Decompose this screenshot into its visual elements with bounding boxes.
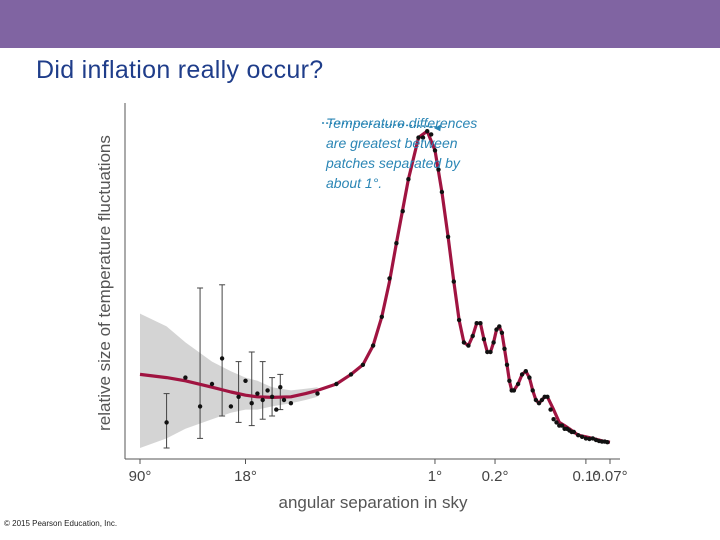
data-point: [236, 394, 241, 399]
data-point: [278, 385, 283, 390]
data-point: [488, 349, 493, 355]
error-bar: [197, 287, 204, 439]
data-point: [416, 135, 421, 140]
x-tick-label: 1°: [428, 468, 442, 485]
data-point: [554, 420, 559, 425]
data-point: [605, 440, 610, 445]
data-point: [504, 362, 510, 367]
data-point: [485, 349, 490, 355]
data-point: [530, 388, 535, 393]
annotation-line: about 1°.: [326, 175, 382, 191]
data-point: [197, 404, 203, 409]
data-point: [269, 394, 275, 399]
data-point: [436, 167, 441, 172]
data-point: [481, 337, 487, 342]
data-point: [470, 333, 475, 339]
data-point: [183, 375, 188, 380]
data-point: [511, 388, 517, 393]
data-point: [429, 132, 434, 137]
annotation-arrowhead: [434, 124, 442, 132]
data-point: [288, 401, 294, 406]
data-point: [281, 397, 287, 403]
data-point: [548, 407, 553, 412]
annotation-line: are greatest between: [326, 135, 458, 151]
data-point: [265, 388, 270, 393]
data-point: [249, 401, 254, 406]
data-point: [439, 189, 445, 195]
data-point: [432, 148, 438, 153]
data-point: [420, 135, 426, 140]
data-point: [545, 394, 550, 399]
data-point: [348, 372, 354, 377]
x-tick-label: 18°: [234, 468, 257, 485]
data-point: [576, 433, 581, 438]
data-point: [274, 407, 279, 412]
data-point: [474, 321, 479, 326]
data-point: [515, 381, 521, 387]
data-point: [502, 346, 507, 351]
data-point: [360, 362, 366, 367]
data-point: [451, 279, 456, 284]
data-point: [587, 436, 592, 442]
title-accent-bar: [0, 0, 720, 48]
x-tick-label: 0.1°: [572, 468, 599, 485]
error-bar: [248, 351, 255, 427]
data-point: [334, 381, 339, 387]
data-point: [494, 327, 499, 332]
cosmic-variance-band: [140, 313, 318, 448]
model-curve-line: [139, 129, 611, 444]
data-point: [519, 372, 525, 377]
data-point: [523, 369, 528, 374]
data-point: [527, 375, 532, 380]
data-point: [400, 209, 405, 214]
data-point: [164, 420, 169, 425]
data-point: [379, 314, 384, 319]
data-point: [425, 129, 430, 134]
error-bar: [219, 284, 226, 417]
data-point: [456, 317, 462, 323]
data-point: [497, 324, 502, 329]
data-point: [559, 423, 565, 428]
data-point: [370, 343, 376, 348]
data-point: [551, 417, 556, 422]
x-tick-label: 0.07°: [592, 468, 627, 485]
data-point: [260, 397, 265, 403]
copyright-footer: © 2015 Pearson Education, Inc.: [4, 519, 118, 528]
annotation-line: patches separated by: [325, 155, 461, 171]
annotation-pointer-line: [321, 122, 442, 129]
data-point: [533, 397, 539, 403]
data-point: [466, 343, 471, 348]
data-point: [315, 391, 320, 396]
x-tick-label: 0.2°: [482, 468, 509, 485]
data-point: [228, 404, 234, 409]
error-bar: [259, 361, 266, 420]
data-point: [445, 234, 451, 239]
data-point: [536, 401, 542, 406]
data-point: [387, 276, 392, 281]
data-point: [394, 241, 399, 246]
data-point: [571, 429, 577, 435]
data-point: [255, 391, 260, 396]
data-point: [243, 378, 248, 383]
data-point: [406, 177, 411, 182]
x-axis-label: angular separation in sky: [278, 493, 468, 512]
data-point: [507, 378, 512, 383]
x-tick-label: 90°: [129, 468, 152, 485]
data-point: [219, 356, 225, 361]
data-point: [491, 340, 496, 345]
data-point: [478, 321, 483, 326]
data-point: [579, 434, 585, 439]
data-point: [539, 397, 545, 403]
data-point: [209, 381, 215, 387]
slide-title: Did inflation really occur?: [36, 56, 324, 84]
data-point: [461, 340, 467, 345]
data-point: [583, 436, 589, 441]
y-axis-label: relative size of temperature fluctuation…: [95, 135, 114, 431]
data-point: [499, 330, 505, 335]
annotation-line: Temperature differences: [326, 115, 477, 131]
error-bar: [235, 361, 242, 423]
